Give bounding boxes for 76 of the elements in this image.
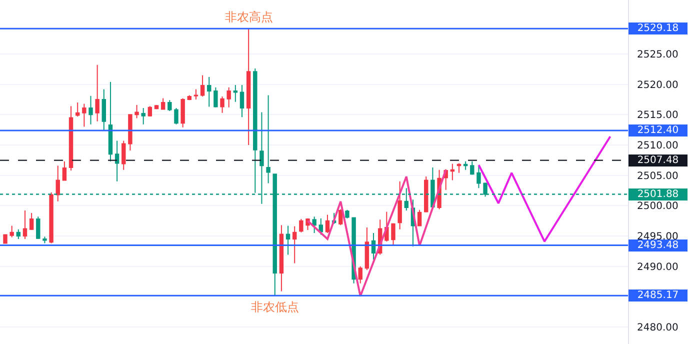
candlestick bbox=[345, 209, 350, 219]
candlestick bbox=[299, 218, 304, 233]
y-tick-label: 2480.00 bbox=[637, 322, 678, 334]
candlestick bbox=[246, 28, 251, 146]
candlestick bbox=[463, 160, 468, 170]
candlestick bbox=[424, 176, 428, 213]
candlestick bbox=[29, 212, 34, 230]
candlestick bbox=[174, 107, 178, 125]
candlestick bbox=[88, 95, 93, 125]
candlestick bbox=[49, 192, 54, 244]
y-tick-label: 2520.00 bbox=[637, 80, 678, 91]
candlestick bbox=[68, 106, 74, 171]
annotation: 非农低点 bbox=[251, 300, 299, 314]
candlestick bbox=[233, 84, 238, 102]
candlestick bbox=[398, 180, 402, 230]
candlestick bbox=[102, 88, 106, 132]
candlestick bbox=[470, 160, 474, 176]
candlestick bbox=[312, 216, 316, 234]
ref-line-label: 2529.18 bbox=[637, 23, 679, 34]
candlestick bbox=[22, 210, 28, 240]
line-series bbox=[306, 168, 447, 298]
candlestick bbox=[226, 86, 231, 108]
candlestick bbox=[194, 88, 198, 100]
candlestick bbox=[134, 104, 139, 119]
y-tick-label: 2525.00 bbox=[637, 50, 678, 60]
candlestick bbox=[220, 96, 224, 114]
ref-line-label: 2493.48 bbox=[637, 240, 679, 251]
candlestick bbox=[318, 218, 324, 236]
candlestick bbox=[200, 74, 205, 97]
candlestick bbox=[3, 234, 8, 244]
candlestick bbox=[56, 165, 60, 202]
annotation: 非农高点 bbox=[225, 10, 273, 24]
candlestick bbox=[338, 208, 343, 226]
candlestick bbox=[240, 84, 244, 118]
ref-line-label: 2507.48 bbox=[637, 155, 679, 166]
candlestick bbox=[108, 81, 113, 162]
candlestick bbox=[214, 86, 218, 108]
line-series bbox=[478, 136, 612, 242]
candlestick bbox=[325, 214, 330, 234]
candlestick bbox=[417, 209, 422, 227]
candlestick bbox=[180, 98, 185, 128]
candlestick bbox=[292, 226, 297, 264]
ref-line-label: 2512.40 bbox=[637, 125, 679, 136]
candlestick bbox=[16, 228, 21, 240]
candlestick bbox=[286, 225, 290, 256]
candlestick bbox=[95, 64, 100, 122]
ref-line-label: 2501.88 bbox=[637, 189, 679, 200]
candlestick bbox=[364, 227, 370, 270]
candlestick bbox=[207, 76, 212, 108]
candlestick bbox=[160, 98, 166, 110]
candlestick bbox=[128, 114, 132, 151]
candlestick bbox=[114, 140, 120, 182]
candlestick bbox=[82, 103, 86, 128]
candlestick bbox=[10, 225, 14, 238]
candlestick bbox=[141, 107, 146, 125]
candlestick bbox=[358, 266, 362, 284]
candlestick bbox=[456, 162, 462, 174]
candlestick bbox=[266, 94, 270, 184]
candlestick bbox=[36, 216, 40, 240]
candlestick bbox=[42, 236, 47, 244]
candlestick bbox=[279, 224, 284, 292]
y-tick-label: 2515.00 bbox=[637, 110, 678, 122]
y-tick-label: 2510.00 bbox=[637, 140, 678, 152]
candlestick bbox=[391, 222, 396, 246]
y-tick-label: 2490.00 bbox=[637, 262, 678, 273]
candlestick bbox=[476, 165, 481, 189]
candlestick bbox=[168, 100, 172, 112]
y-tick-label: 2500.00 bbox=[637, 201, 678, 212]
ref-line-label: 2485.17 bbox=[637, 290, 679, 301]
y-tick-label: 2505.00 bbox=[637, 170, 678, 182]
candlestick bbox=[75, 102, 80, 117]
candlestick bbox=[148, 106, 152, 117]
candlestick bbox=[371, 232, 376, 260]
candlestick bbox=[122, 140, 126, 170]
candlestick bbox=[450, 163, 455, 181]
candlestick bbox=[62, 160, 67, 181]
